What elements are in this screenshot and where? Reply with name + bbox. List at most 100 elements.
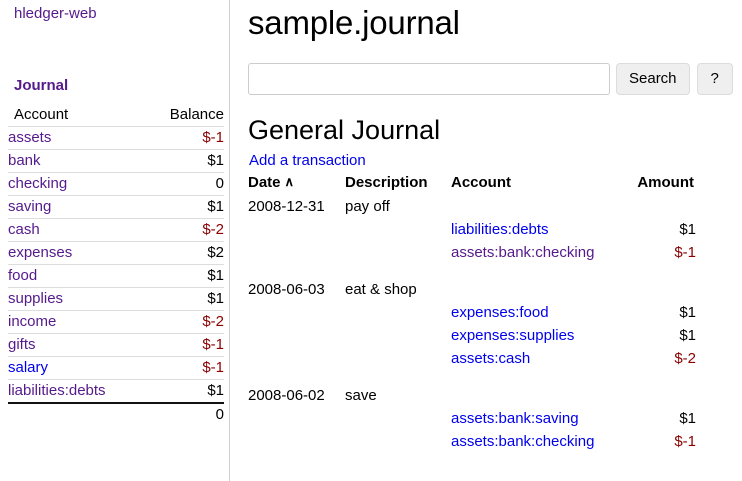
- journal-table-head: Date ∧ Description Account Amount: [248, 173, 696, 195]
- balance-row-amount: $-1: [116, 126, 224, 150]
- add-transaction-link[interactable]: Add a transaction: [249, 152, 366, 169]
- account-link[interactable]: cash: [8, 221, 40, 238]
- balance-row-account: expenses: [8, 241, 116, 265]
- posting-account: assets:bank:checking: [451, 241, 629, 264]
- balance-row-account: assets: [8, 126, 116, 150]
- account-link[interactable]: gifts: [8, 336, 36, 353]
- posting-account-link[interactable]: assets:bank:saving: [451, 410, 579, 427]
- posting-date-blank: [248, 430, 345, 453]
- balance-row: income $-2: [8, 310, 224, 334]
- account-link[interactable]: liabilities:debts: [8, 382, 106, 399]
- transaction-row: 2008-06-03 eat & shop: [248, 278, 696, 301]
- balance-row-account: supplies: [8, 287, 116, 311]
- transaction-date: 2008-12-31: [248, 198, 325, 215]
- balance-row-amount: $-2: [116, 218, 224, 242]
- posting-account: assets:cash: [451, 347, 629, 370]
- transaction-account-spacer: [451, 195, 629, 218]
- posting-date-blank: [248, 301, 345, 324]
- account-link[interactable]: bank: [8, 152, 41, 169]
- journal-col-date[interactable]: Date ∧: [248, 173, 345, 195]
- balance-header-row: Account Balance: [8, 104, 224, 127]
- posting-account: assets:bank:checking: [451, 430, 629, 453]
- journal-col-description[interactable]: Description: [345, 174, 428, 191]
- balance-table-body: assets $-1 bank $1 checking 0 saving $1 cash $-2 e…: [8, 126, 224, 426]
- balance-row-account: cash: [8, 218, 116, 242]
- transaction-description: eat & shop: [345, 281, 417, 298]
- transaction-amount-spacer: [629, 195, 696, 218]
- journal-col-amount[interactable]: Amount: [637, 174, 694, 191]
- balance-row-account: saving: [8, 195, 116, 219]
- posting-account: expenses:supplies: [451, 324, 629, 347]
- posting-account-link[interactable]: assets:bank:checking: [451, 433, 595, 450]
- posting-account-link[interactable]: expenses:food: [451, 304, 549, 321]
- app-brand-link[interactable]: hledger-web: [14, 5, 97, 22]
- account-link[interactable]: assets: [8, 129, 52, 146]
- posting-account-link[interactable]: assets:cash: [451, 350, 531, 367]
- balance-row: gifts $-1: [8, 333, 224, 357]
- journal-table: Date ∧ Description Account Amount 2008-12…: [248, 173, 696, 453]
- balance-row-amount: $1: [116, 264, 224, 288]
- balance-row-account: income: [8, 310, 116, 334]
- posting-account: liabilities:debts: [451, 218, 629, 241]
- posting-date-blank: [248, 241, 345, 264]
- balance-row-account: salary: [8, 356, 116, 380]
- posting-account-link[interactable]: liabilities:debts: [451, 221, 549, 238]
- posting-account-link[interactable]: assets:bank:checking: [451, 244, 595, 261]
- posting-account-link[interactable]: expenses:supplies: [451, 327, 575, 344]
- search-input[interactable]: [248, 63, 610, 95]
- posting-account: expenses:food: [451, 301, 629, 324]
- sort-ascending-icon: ∧: [284, 174, 295, 189]
- sidebar-heading: Journal: [14, 77, 69, 94]
- balance-col-account: Account: [14, 106, 69, 123]
- transaction-spacer: [248, 370, 696, 384]
- posting-description-blank: [345, 301, 451, 324]
- balance-total-label: [8, 402, 116, 426]
- posting-account: assets:bank:saving: [451, 407, 629, 430]
- page-title: sample.journal: [248, 4, 460, 41]
- balance-row: supplies $1: [8, 287, 224, 311]
- account-link[interactable]: expenses: [8, 244, 73, 261]
- posting-description-blank: [345, 241, 451, 264]
- balance-row: expenses $2: [8, 241, 224, 265]
- balance-row-amount: $-2: [116, 310, 224, 334]
- balance-row-amount: $1: [116, 379, 224, 403]
- balance-row: cash $-2: [8, 218, 224, 242]
- balance-row-account: checking: [8, 172, 116, 196]
- account-link[interactable]: checking: [8, 175, 68, 192]
- posting-description-blank: [345, 324, 451, 347]
- posting-amount: $1: [679, 304, 696, 321]
- search-bar: Search ?: [248, 63, 742, 95]
- posting-description-blank: [345, 347, 451, 370]
- posting-row: assets:bank:checking $-1: [248, 430, 696, 453]
- balance-row: salary $-1: [8, 356, 224, 380]
- account-link[interactable]: income: [8, 313, 57, 330]
- posting-date-blank: [248, 407, 345, 430]
- account-link[interactable]: supplies: [8, 290, 64, 307]
- posting-row: assets:cash $-2: [248, 347, 696, 370]
- balance-row-amount: $1: [116, 149, 224, 173]
- account-link[interactable]: food: [8, 267, 38, 284]
- search-button[interactable]: Search: [616, 63, 690, 95]
- journal-header-row: Date ∧ Description Account Amount: [248, 173, 696, 195]
- account-link[interactable]: salary: [8, 359, 49, 376]
- posting-description-blank: [345, 430, 451, 453]
- posting-row: assets:bank:saving $1: [248, 407, 696, 430]
- transaction-spacer: [248, 264, 696, 278]
- account-link[interactable]: saving: [8, 198, 52, 215]
- balance-table: Account Balance assets $-1 bank $1 checking 0…: [8, 104, 224, 426]
- balance-total-row: 0: [8, 402, 224, 426]
- help-button[interactable]: ?: [696, 63, 733, 95]
- journal-col-date-label: Date: [248, 174, 281, 191]
- posting-row: expenses:food $1: [248, 301, 696, 324]
- balance-total-amount: 0: [116, 402, 224, 426]
- balance-row-amount: 0: [116, 172, 224, 196]
- balance-row: assets $-1: [8, 126, 224, 150]
- transaction-description: save: [345, 387, 377, 404]
- posting-description-blank: [345, 218, 451, 241]
- transaction-account-spacer: [451, 384, 629, 407]
- sidebar: hledger-web Journal Account Balance asse…: [0, 0, 230, 481]
- posting-amount: $1: [679, 410, 696, 427]
- transaction-amount-spacer: [629, 278, 696, 301]
- journal-col-account[interactable]: Account: [451, 174, 511, 191]
- transaction-amount-spacer: [629, 384, 696, 407]
